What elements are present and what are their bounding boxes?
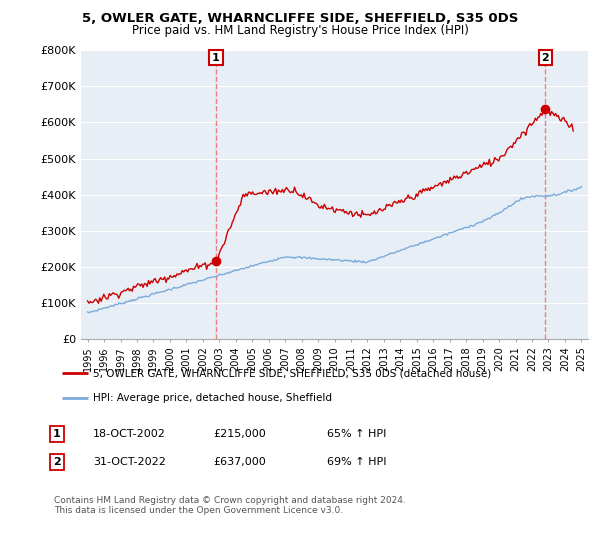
Text: 1: 1 [212,53,220,63]
Text: 2: 2 [53,457,61,467]
Text: Contains HM Land Registry data © Crown copyright and database right 2024.
This d: Contains HM Land Registry data © Crown c… [54,496,406,515]
Text: 31-OCT-2022: 31-OCT-2022 [93,457,166,467]
Text: 5, OWLER GATE, WHARNCLIFFE SIDE, SHEFFIELD, S35 0DS (detached house): 5, OWLER GATE, WHARNCLIFFE SIDE, SHEFFIE… [93,368,491,379]
Text: 1: 1 [53,429,61,439]
Text: 5, OWLER GATE, WHARNCLIFFE SIDE, SHEFFIELD, S35 0DS: 5, OWLER GATE, WHARNCLIFFE SIDE, SHEFFIE… [82,12,518,25]
Text: 69% ↑ HPI: 69% ↑ HPI [327,457,386,467]
Text: Price paid vs. HM Land Registry's House Price Index (HPI): Price paid vs. HM Land Registry's House … [131,24,469,36]
Text: 65% ↑ HPI: 65% ↑ HPI [327,429,386,439]
Text: HPI: Average price, detached house, Sheffield: HPI: Average price, detached house, Shef… [93,393,332,403]
Text: 2: 2 [541,53,549,63]
Text: 18-OCT-2002: 18-OCT-2002 [93,429,166,439]
Text: £637,000: £637,000 [213,457,266,467]
Text: £215,000: £215,000 [213,429,266,439]
